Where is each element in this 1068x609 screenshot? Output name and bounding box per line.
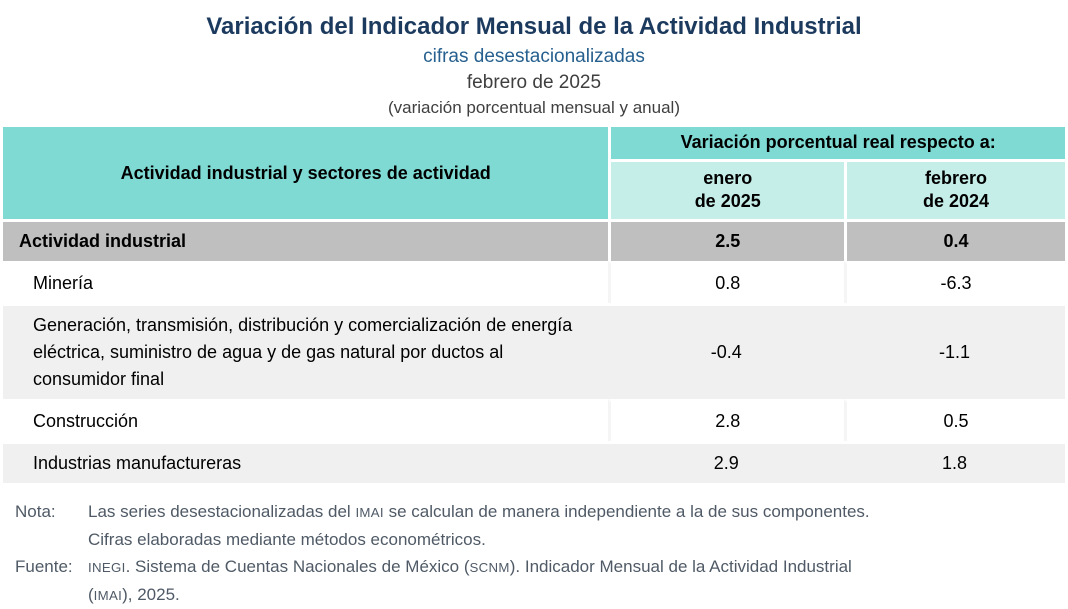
value-cell-febrero: 1.8 (844, 440, 1065, 483)
row-label: Construcción (3, 398, 609, 441)
report-subtitle: cifras desestacionalizadas (423, 45, 645, 67)
note-text: Las series desestacionalizadas del IMAI … (88, 498, 1065, 553)
value-cell-enero: 0.8 (608, 260, 845, 303)
table-body: Actividad industrial 2.5 0.4 Minería 0.8… (3, 218, 1065, 483)
value-cell-febrero: 0.4 (844, 218, 1065, 261)
table-row-construccion: Construcción 2.8 0.5 (3, 398, 1065, 441)
industrial-activity-table: Actividad industrial y sectores de activ… (3, 126, 1065, 483)
value-cell-enero: -0.4 (608, 302, 845, 399)
row-label: Minería (3, 260, 609, 303)
table-row-mineria: Minería 0.8 -6.3 (3, 260, 1065, 303)
row-label: Actividad industrial (3, 218, 609, 261)
value-cell-enero: 2.5 (608, 218, 845, 261)
col-header-year: de 2025 (694, 191, 761, 212)
source-text: INEGI. Sistema de Cuentas Nacionales de … (88, 553, 1065, 609)
source-line: INEGI. Sistema de Cuentas Nacionales de … (88, 556, 852, 576)
header-row-group: Actividad industrial y sectores de activ… (3, 126, 1065, 219)
report-period: febrero de 2025 (466, 71, 602, 93)
group-header: Variación porcentual real respecto a: (608, 126, 1065, 159)
col-header-year: de 2024 (923, 191, 990, 212)
report-title: Variación del Indicador Mensual de la Ac… (206, 13, 862, 40)
source-row: Fuente: INEGI. Sistema de Cuentas Nacion… (15, 553, 1065, 609)
header-row-periods: enero de 2025 febrero de 2024 (3, 158, 1065, 219)
note-line: Las series desestacionalizadas del IMAI … (88, 501, 870, 521)
note-row: Nota: Las series desestacionalizadas del… (15, 498, 1065, 553)
col-header-month: enero (703, 167, 753, 188)
source-label: Fuente: (15, 556, 73, 576)
value-cell-febrero: -1.1 (844, 302, 1065, 399)
table-header: Actividad industrial y sectores de activ… (3, 126, 1065, 219)
value-cell-febrero: 0.5 (844, 398, 1065, 441)
col-header-enero-2025: enero de 2025 (608, 158, 845, 219)
row-header-column: Actividad industrial y sectores de activ… (3, 126, 609, 219)
report-caption: (variación porcentual mensual y anual) (388, 97, 680, 117)
table-row-actividad-industrial: Actividad industrial 2.5 0.4 (3, 218, 1065, 261)
col-header-febrero-2024: febrero de 2024 (844, 158, 1065, 219)
note-label: Nota: (15, 501, 56, 521)
value-cell-enero: 2.9 (608, 440, 845, 483)
col-header-month: febrero (925, 167, 988, 188)
title-block: Variación del Indicador Mensual de la Ac… (3, 13, 1065, 118)
value-cell-enero: 2.8 (608, 398, 845, 441)
table-row-industrias-manufactureras: Industrias manufactureras 2.9 1.8 (3, 440, 1065, 483)
row-label: Industrias manufactureras (3, 440, 609, 483)
value-cell-febrero: -6.3 (844, 260, 1065, 303)
table-row-generacion-energia: Generación, transmisión, distribución y … (3, 302, 1065, 399)
row-label: Generación, transmisión, distribución y … (3, 302, 609, 399)
note-line: Cifras elaboradas mediante métodos econo… (88, 529, 486, 549)
notes-section: Nota: Las series desestacionalizadas del… (15, 498, 1065, 609)
